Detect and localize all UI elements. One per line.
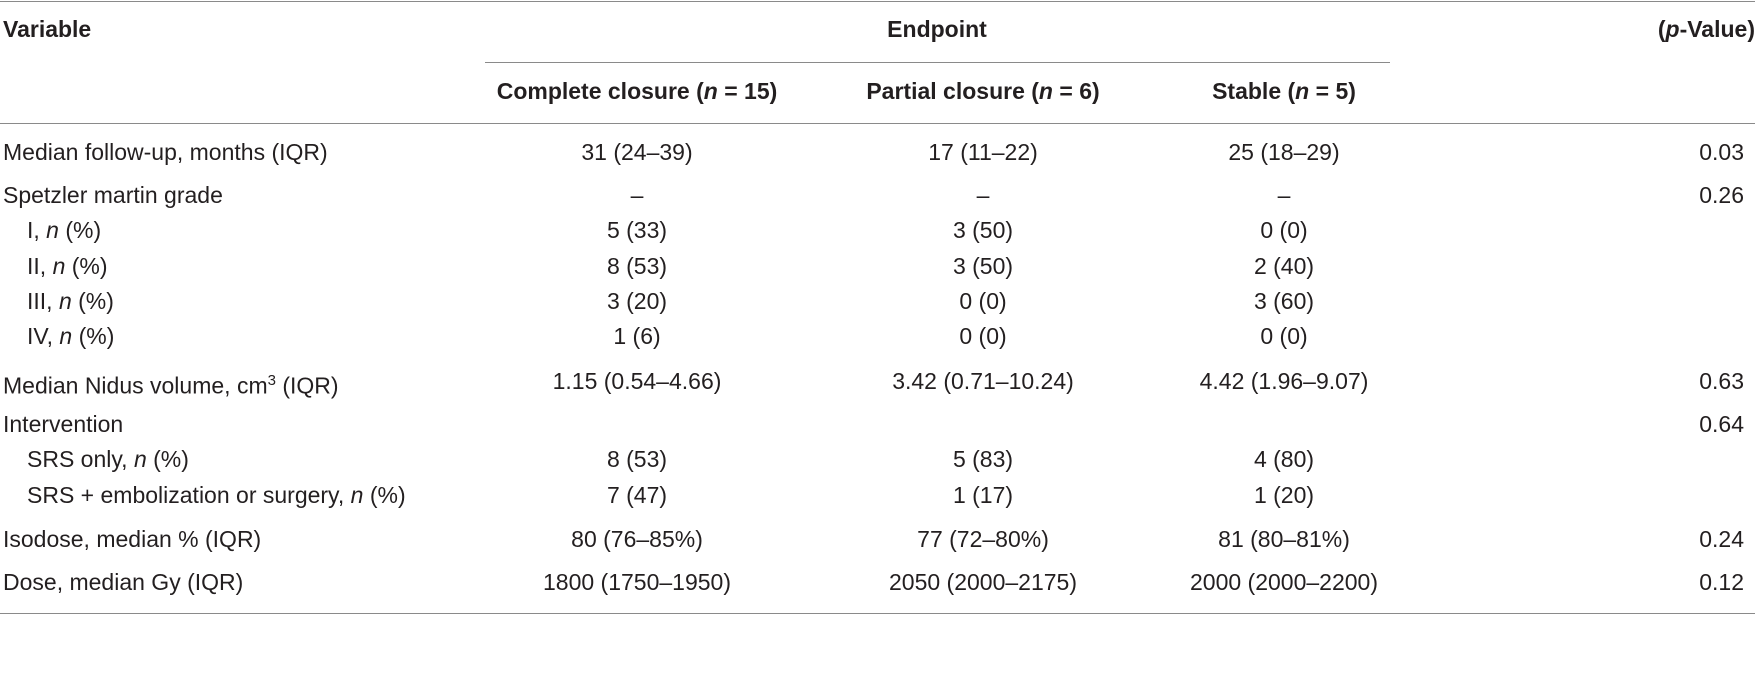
table-cell: 1 (17): [952, 482, 1014, 508]
col-header-n: n: [703, 78, 718, 104]
row-label: Dose, median Gy (IQR): [3, 568, 243, 596]
table-cell: 0 (0): [1260, 217, 1308, 243]
table-cell: 0 (0): [959, 288, 1007, 314]
table-cell: 2050 (2000–2175): [889, 569, 1077, 595]
row-label-text: SRS only,: [27, 446, 134, 472]
row-label-tail: (%): [71, 288, 114, 314]
p-value-cell: 0.64: [1699, 411, 1744, 437]
row-label-text: SRS + embolization or surgery,: [27, 482, 351, 508]
header-p-open: (: [1657, 16, 1666, 42]
row-label: Median Nidus volume, cm3 (IQR): [3, 367, 339, 400]
table-cell: 0 (0): [959, 323, 1007, 349]
col-header-n-value: = 5): [1309, 78, 1356, 104]
row-label-tail: (IQR): [275, 372, 339, 399]
row-label-n-symbol: n: [133, 446, 147, 472]
table-cell: 5 (83): [952, 446, 1014, 472]
row-label-tail: (%): [58, 217, 102, 243]
table-cell: 2 (40): [1253, 253, 1315, 279]
table-cell: 2000 (2000–2200): [1190, 569, 1378, 595]
row-label-tail: (%): [72, 323, 115, 349]
p-value-cell: 0.26: [1699, 182, 1744, 208]
row-label-text: Spetzler martin grade: [3, 182, 223, 208]
row-label-text: Dose, median Gy (IQR): [3, 569, 244, 595]
p-value-cell: 0.24: [1699, 526, 1744, 552]
table-cell: –: [630, 182, 644, 208]
col-header-label: Stable (: [1212, 78, 1296, 104]
col-header-complete: Complete closure (n = 15): [497, 77, 778, 105]
header-rule: [0, 123, 1755, 124]
row-label-tail: (%): [65, 253, 108, 279]
row-label: III, n (%): [27, 287, 114, 315]
row-label-text: Median follow-up, months (IQR): [3, 139, 328, 165]
table-cell: 0 (0): [1260, 323, 1308, 349]
row-label-text: III,: [27, 288, 59, 314]
col-header-n: n: [1295, 78, 1310, 104]
row-label-text: Median Nidus volume, cm: [3, 372, 268, 399]
table-cell: 81 (80–81%): [1218, 526, 1350, 552]
row-label-text: II,: [27, 253, 53, 279]
row-label-text: IV,: [27, 323, 60, 349]
row-label: IV, n (%): [27, 322, 114, 350]
table-cell: 17 (11–22): [928, 139, 1038, 165]
table-cell: –: [976, 182, 990, 208]
col-header-n: n: [1038, 78, 1053, 104]
header-p-symbol: p: [1665, 16, 1680, 42]
table-cell: 25 (18–29): [1228, 139, 1340, 165]
table-cell: 3 (20): [606, 288, 668, 314]
row-label: Spetzler martin grade: [3, 181, 223, 209]
table-cell: 7 (47): [606, 482, 668, 508]
col-header-label: Complete closure (: [496, 78, 704, 104]
header-p-rest: -Value): [1679, 16, 1755, 42]
table-cell: 77 (72–80%): [917, 526, 1049, 552]
p-value-cell: 0.03: [1699, 139, 1744, 165]
header-endpoint: Endpoint: [887, 16, 987, 42]
row-label: Isodose, median % (IQR): [3, 525, 261, 553]
row-label-text: Intervention: [3, 411, 124, 437]
table-cell: 3.42 (0.71–10.24): [892, 368, 1074, 394]
row-label: II, n (%): [27, 252, 108, 280]
row-label-text: Isodose, median % (IQR): [3, 526, 262, 552]
row-label: Intervention: [3, 410, 123, 438]
table-cell: –: [1277, 182, 1291, 208]
table-cell: 1 (6): [613, 323, 661, 349]
row-label-superscript: 3: [267, 372, 276, 389]
table-cell: 3 (50): [952, 217, 1014, 243]
row-label: SRS only, n (%): [27, 445, 189, 473]
table-cell: 4.42 (1.96–9.07): [1199, 368, 1369, 394]
top-rule: [0, 1, 1755, 2]
table-cell: 3 (50): [952, 253, 1014, 279]
row-label: I, n (%): [27, 216, 101, 244]
endpoint-underline: [485, 62, 1390, 63]
table-cell: 1.15 (0.54–4.66): [552, 368, 722, 394]
row-label-tail: (%): [363, 482, 406, 508]
header-variable: Variable: [3, 16, 92, 42]
row-label-n-symbol: n: [58, 288, 72, 314]
table-cell: 1800 (1750–1950): [543, 569, 731, 595]
row-label: Median follow-up, months (IQR): [3, 138, 328, 166]
bottom-rule: [0, 613, 1755, 614]
row-label-n-symbol: n: [46, 217, 59, 243]
col-header-label: Partial closure (: [866, 78, 1039, 104]
col-header-stable: Stable (n = 5): [1212, 77, 1356, 105]
row-label-text: I,: [27, 217, 47, 243]
p-value-cell: 0.12: [1699, 569, 1744, 595]
col-header-n-value: = 6): [1052, 78, 1100, 104]
col-header-partial: Partial closure (n = 6): [866, 77, 1099, 105]
row-label-n-symbol: n: [59, 323, 73, 349]
row-label-tail: (%): [146, 446, 189, 472]
table-cell: 80 (76–85%): [571, 526, 703, 552]
table-cell: 3 (60): [1253, 288, 1315, 314]
row-label-n-symbol: n: [350, 482, 364, 508]
row-label: SRS + embolization or surgery, n (%): [27, 481, 406, 509]
table-cell: 1 (20): [1253, 482, 1315, 508]
header-p-value: (p-Value): [1658, 15, 1755, 43]
table-cell: 8 (53): [606, 253, 668, 279]
table-cell: 8 (53): [606, 446, 668, 472]
row-label-n-symbol: n: [52, 253, 66, 279]
table-cell: 4 (80): [1253, 446, 1315, 472]
table-cell: 31 (24–39): [581, 139, 693, 165]
col-header-n-value: = 15): [717, 78, 778, 104]
p-value-cell: 0.63: [1699, 368, 1744, 394]
table-cell: 5 (33): [606, 217, 668, 243]
